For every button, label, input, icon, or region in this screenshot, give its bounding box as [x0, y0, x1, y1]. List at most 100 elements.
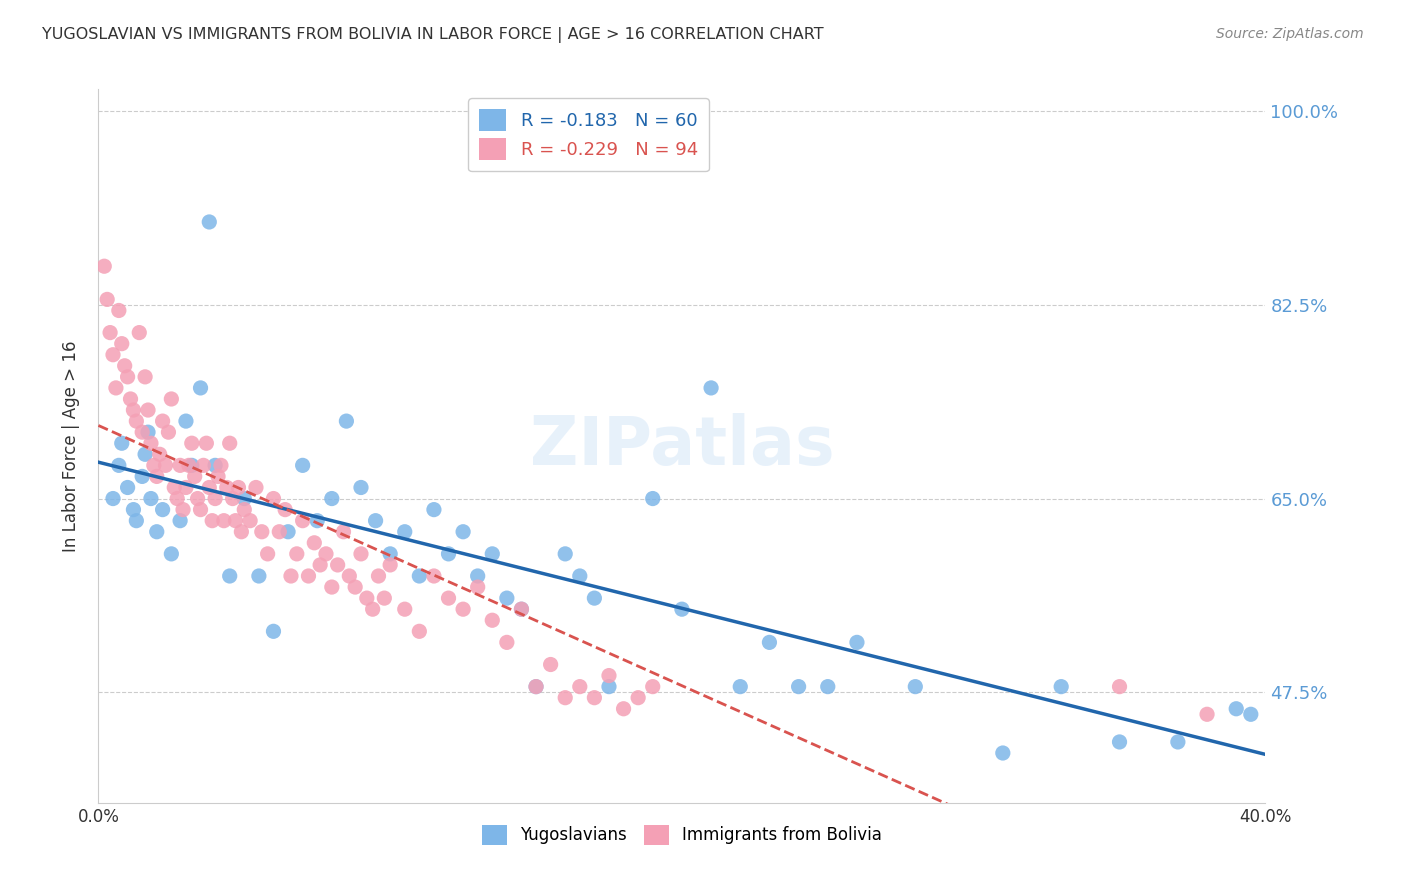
Point — [134, 447, 156, 461]
Point — [169, 514, 191, 528]
Point — [304, 536, 326, 550]
Point — [408, 569, 430, 583]
Point — [321, 580, 343, 594]
Point — [315, 547, 337, 561]
Point — [160, 547, 183, 561]
Point — [155, 458, 177, 473]
Point — [108, 458, 131, 473]
Point — [350, 481, 373, 495]
Point — [297, 569, 319, 583]
Point — [344, 580, 367, 594]
Point — [554, 690, 576, 705]
Point — [817, 680, 839, 694]
Point — [291, 458, 314, 473]
Point — [274, 502, 297, 516]
Point — [193, 458, 215, 473]
Point — [307, 514, 329, 528]
Point — [207, 469, 229, 483]
Point — [239, 514, 262, 528]
Point — [250, 524, 273, 539]
Point — [394, 602, 416, 616]
Point — [212, 514, 235, 528]
Point — [326, 558, 349, 572]
Point — [510, 602, 533, 616]
Point — [380, 547, 402, 561]
Point — [1195, 707, 1218, 722]
Point — [285, 547, 308, 561]
Point — [139, 436, 162, 450]
Point — [108, 303, 131, 318]
Point — [218, 569, 240, 583]
Point — [134, 369, 156, 384]
Point — [467, 580, 489, 594]
Point — [198, 481, 221, 495]
Point — [598, 668, 620, 682]
Point — [117, 369, 139, 384]
Point — [201, 514, 224, 528]
Point — [204, 458, 226, 473]
Point — [1225, 702, 1247, 716]
Point — [104, 381, 127, 395]
Point — [991, 746, 1014, 760]
Point — [152, 502, 174, 516]
Point — [451, 602, 474, 616]
Point — [730, 680, 752, 694]
Point — [142, 458, 165, 473]
Point — [166, 491, 188, 506]
Point — [101, 348, 124, 362]
Point — [437, 591, 460, 606]
Point — [1240, 707, 1263, 722]
Point — [174, 414, 197, 428]
Point — [245, 481, 267, 495]
Point — [700, 381, 723, 395]
Point — [641, 680, 664, 694]
Point — [451, 524, 474, 539]
Point — [146, 524, 169, 539]
Point — [496, 635, 519, 649]
Point — [146, 469, 169, 483]
Point — [364, 514, 387, 528]
Point — [787, 680, 810, 694]
Point — [247, 569, 270, 583]
Point — [218, 436, 240, 450]
Point — [540, 657, 562, 672]
Point — [309, 558, 332, 572]
Point — [136, 403, 159, 417]
Point — [1167, 735, 1189, 749]
Point — [125, 514, 148, 528]
Point — [117, 481, 139, 495]
Point — [231, 524, 253, 539]
Point — [190, 381, 212, 395]
Point — [262, 624, 284, 639]
Point — [524, 680, 547, 694]
Point — [215, 481, 238, 495]
Point — [1108, 680, 1130, 694]
Point — [98, 326, 121, 340]
Point — [93, 259, 115, 273]
Point — [163, 481, 186, 495]
Point — [437, 547, 460, 561]
Point — [367, 569, 389, 583]
Point — [612, 702, 634, 716]
Point — [122, 502, 145, 516]
Point — [481, 613, 503, 627]
Point — [125, 414, 148, 428]
Point — [180, 436, 202, 450]
Point — [583, 690, 606, 705]
Point — [335, 414, 357, 428]
Text: ZIPatlas: ZIPatlas — [530, 413, 834, 479]
Point — [225, 514, 247, 528]
Point — [641, 491, 664, 506]
Point — [583, 591, 606, 606]
Point — [174, 481, 197, 495]
Point — [568, 569, 591, 583]
Point — [152, 414, 174, 428]
Point — [1108, 735, 1130, 749]
Point — [380, 558, 402, 572]
Point — [277, 524, 299, 539]
Point — [423, 502, 446, 516]
Point — [350, 547, 373, 561]
Point — [198, 215, 221, 229]
Point — [233, 491, 256, 506]
Point — [337, 569, 360, 583]
